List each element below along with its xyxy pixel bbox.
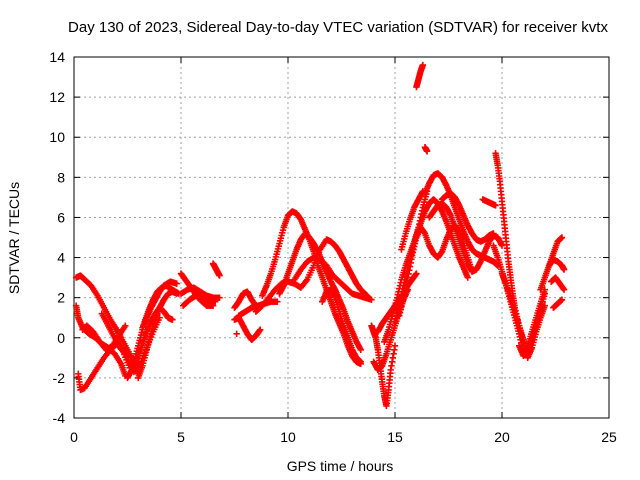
- data-point: [274, 298, 281, 305]
- x-tick-label: 20: [494, 429, 510, 445]
- series-arc35: [479, 196, 499, 209]
- y-axis-label: SDTVAR / TECUs: [6, 182, 22, 294]
- data-point: [492, 202, 499, 209]
- series-arc29: [398, 188, 427, 253]
- data-point: [560, 286, 568, 293]
- data-point: [558, 296, 566, 303]
- y-tick-label: 12: [49, 89, 65, 105]
- series-arc30: [413, 61, 427, 91]
- series-arc22: [319, 286, 364, 366]
- data-point: [122, 322, 129, 329]
- series-arc32: [421, 170, 501, 269]
- data-point: [391, 342, 399, 349]
- series-arc12: [179, 292, 219, 309]
- x-tick-label: 5: [177, 429, 185, 445]
- data-point: [212, 298, 219, 305]
- data-point: [419, 61, 427, 69]
- data-points: [72, 61, 568, 410]
- data-point: [216, 294, 223, 301]
- data-point: [368, 296, 375, 303]
- series-arc11: [177, 284, 223, 301]
- data-point: [541, 290, 548, 297]
- y-tick-label: 8: [57, 169, 65, 185]
- data-point: [558, 234, 566, 241]
- series-arc23: [368, 322, 399, 410]
- data-point: [464, 274, 471, 281]
- plot-frame: [73, 56, 610, 419]
- data-point: [216, 272, 223, 279]
- y-tick-label: 10: [49, 129, 65, 145]
- series-arc41: [545, 256, 568, 273]
- y-tick-label: 14: [49, 49, 65, 65]
- data-point: [357, 358, 364, 366]
- data-point: [233, 330, 240, 337]
- data-point: [256, 326, 264, 333]
- series-arc21: [291, 254, 375, 303]
- data-point: [560, 266, 568, 273]
- series-arc36: [492, 150, 527, 345]
- series-arc15: [231, 314, 264, 343]
- series-arc9: [139, 278, 180, 331]
- series-arc39: [515, 290, 548, 360]
- series-arc33: [426, 200, 506, 275]
- series-arc8: [135, 288, 180, 382]
- data-point: [169, 316, 176, 323]
- series-arc42: [548, 274, 568, 293]
- y-tick-label: 2: [57, 290, 65, 306]
- data-point: [173, 280, 180, 287]
- series-arc16: [233, 330, 240, 337]
- series-arc34: [438, 190, 497, 245]
- chart-title: Day 130 of 2023, Sidereal Day-to-day VTE…: [68, 19, 608, 36]
- y-tick-label: 0: [57, 330, 65, 346]
- grid-lines: [74, 57, 609, 418]
- x-tick-label: 0: [70, 429, 78, 445]
- series-arc4: [79, 322, 129, 354]
- y-tick-label: -4: [53, 410, 66, 426]
- data-point: [357, 346, 364, 354]
- series-arc31: [421, 144, 431, 155]
- series-arc13: [209, 260, 223, 279]
- series-arc20: [252, 236, 371, 315]
- axis-ticks: -4 -2 0 2 4 6 8 10 12 14 0 5 10 15 20 25: [49, 49, 617, 445]
- x-tick-label: 25: [601, 429, 617, 445]
- data-point: [423, 148, 431, 155]
- data-point: [490, 230, 497, 237]
- x-axis-label: GPS time / hours: [287, 458, 394, 474]
- y-tick-label: 6: [57, 209, 65, 225]
- x-tick-label: 15: [387, 429, 403, 445]
- y-tick-label: -2: [53, 370, 66, 386]
- y-tick-label: 4: [57, 250, 65, 266]
- x-tick-label: 10: [280, 429, 296, 445]
- series-arc43: [550, 296, 566, 311]
- data-point: [413, 270, 420, 277]
